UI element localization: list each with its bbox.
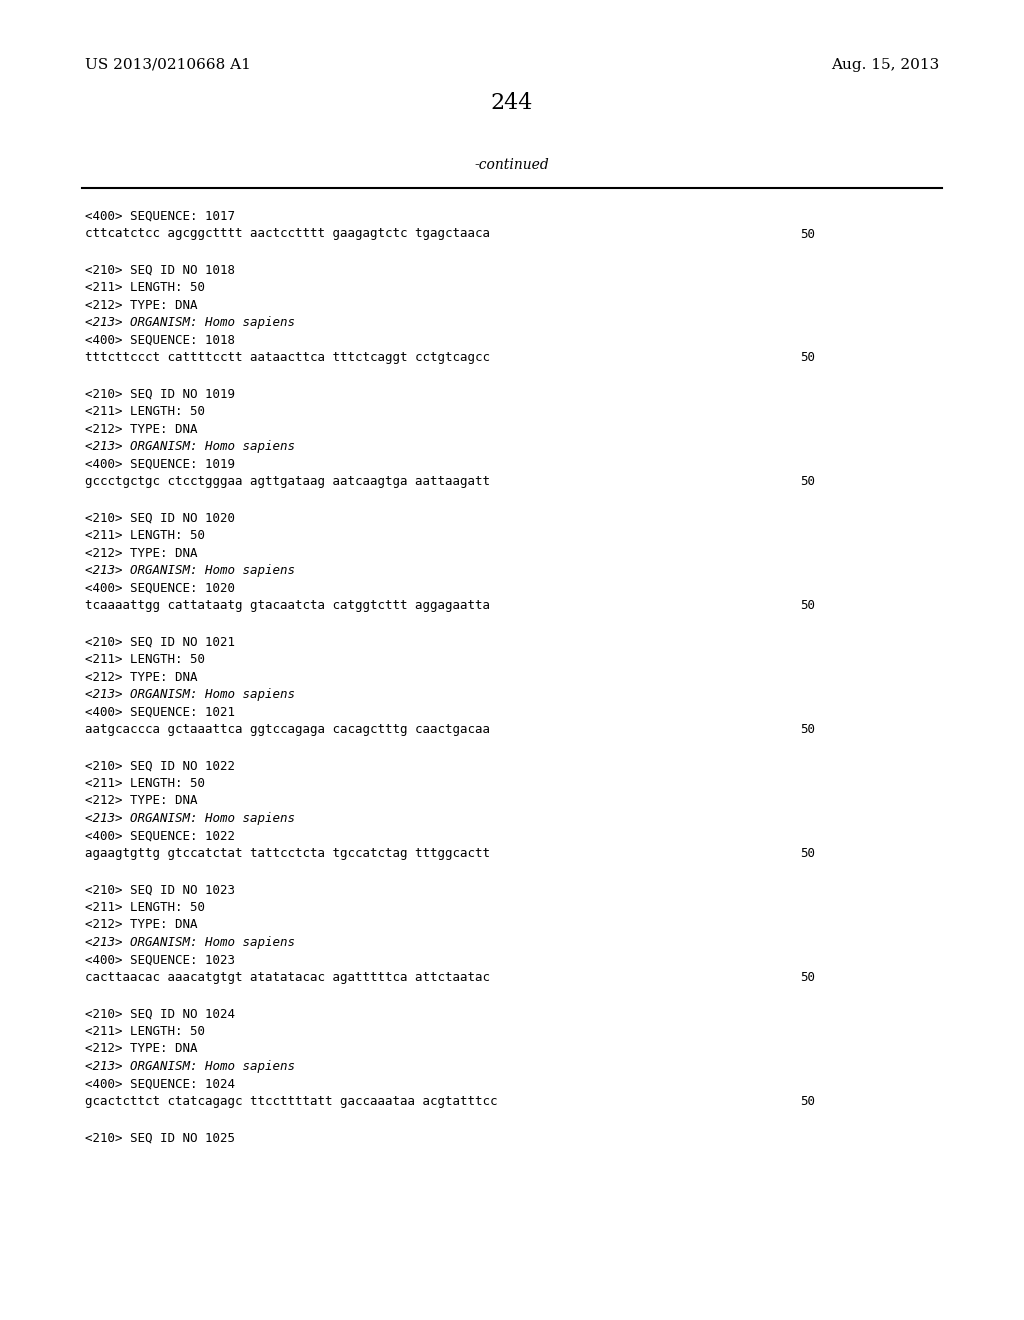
Text: <210> SEQ ID NO 1018: <210> SEQ ID NO 1018 [85, 264, 234, 277]
Text: <211> LENGTH: 50: <211> LENGTH: 50 [85, 653, 205, 667]
Text: <213> ORGANISM: Homo sapiens: <213> ORGANISM: Homo sapiens [85, 688, 295, 701]
Text: <400> SEQUENCE: 1023: <400> SEQUENCE: 1023 [85, 953, 234, 966]
Text: <210> SEQ ID NO 1022: <210> SEQ ID NO 1022 [85, 759, 234, 772]
Text: <211> LENGTH: 50: <211> LENGTH: 50 [85, 405, 205, 418]
Text: <213> ORGANISM: Homo sapiens: <213> ORGANISM: Homo sapiens [85, 564, 295, 577]
Text: agaagtgttg gtccatctat tattcctcta tgccatctag tttggcactt: agaagtgttg gtccatctat tattcctcta tgccatc… [85, 847, 490, 861]
Text: <212> TYPE: DNA: <212> TYPE: DNA [85, 422, 198, 436]
Text: 50: 50 [800, 475, 815, 488]
Text: <211> LENGTH: 50: <211> LENGTH: 50 [85, 281, 205, 294]
Text: 244: 244 [490, 92, 534, 114]
Text: <212> TYPE: DNA: <212> TYPE: DNA [85, 298, 198, 312]
Text: Aug. 15, 2013: Aug. 15, 2013 [830, 58, 939, 73]
Text: gcactcttct ctatcagagc ttccttttatt gaccaaataa acgtatttcc: gcactcttct ctatcagagc ttccttttatt gaccaa… [85, 1094, 498, 1107]
Text: cacttaacac aaacatgtgt atatatacac agatttttca attctaatac: cacttaacac aaacatgtgt atatatacac agatttt… [85, 972, 490, 983]
Text: <211> LENGTH: 50: <211> LENGTH: 50 [85, 777, 205, 789]
Text: <400> SEQUENCE: 1020: <400> SEQUENCE: 1020 [85, 582, 234, 595]
Text: <210> SEQ ID NO 1020: <210> SEQ ID NO 1020 [85, 512, 234, 524]
Text: <213> ORGANISM: Homo sapiens: <213> ORGANISM: Homo sapiens [85, 812, 295, 825]
Text: <213> ORGANISM: Homo sapiens: <213> ORGANISM: Homo sapiens [85, 441, 295, 453]
Text: 50: 50 [800, 723, 815, 737]
Text: <213> ORGANISM: Homo sapiens: <213> ORGANISM: Homo sapiens [85, 1060, 295, 1073]
Text: 50: 50 [800, 847, 815, 861]
Text: aatgcaccca gctaaattca ggtccagaga cacagctttg caactgacaa: aatgcaccca gctaaattca ggtccagaga cacagct… [85, 723, 490, 737]
Text: <400> SEQUENCE: 1022: <400> SEQUENCE: 1022 [85, 829, 234, 842]
Text: <212> TYPE: DNA: <212> TYPE: DNA [85, 1043, 198, 1055]
Text: <210> SEQ ID NO 1021: <210> SEQ ID NO 1021 [85, 636, 234, 648]
Text: <210> SEQ ID NO 1025: <210> SEQ ID NO 1025 [85, 1131, 234, 1144]
Text: <210> SEQ ID NO 1019: <210> SEQ ID NO 1019 [85, 388, 234, 401]
Text: tttcttccct cattttcctt aataacttca tttctcaggt cctgtcagcc: tttcttccct cattttcctt aataacttca tttctca… [85, 351, 490, 364]
Text: cttcatctcc agcggctttt aactcctttt gaagagtctc tgagctaaca: cttcatctcc agcggctttt aactcctttt gaagagt… [85, 227, 490, 240]
Text: gccctgctgc ctcctgggaa agttgataag aatcaagtga aattaagatt: gccctgctgc ctcctgggaa agttgataag aatcaag… [85, 475, 490, 488]
Text: <213> ORGANISM: Homo sapiens: <213> ORGANISM: Homo sapiens [85, 317, 295, 330]
Text: <212> TYPE: DNA: <212> TYPE: DNA [85, 919, 198, 932]
Text: <210> SEQ ID NO 1023: <210> SEQ ID NO 1023 [85, 883, 234, 896]
Text: <211> LENGTH: 50: <211> LENGTH: 50 [85, 900, 205, 913]
Text: <211> LENGTH: 50: <211> LENGTH: 50 [85, 1024, 205, 1038]
Text: <212> TYPE: DNA: <212> TYPE: DNA [85, 546, 198, 560]
Text: 50: 50 [800, 972, 815, 983]
Text: <211> LENGTH: 50: <211> LENGTH: 50 [85, 529, 205, 543]
Text: <400> SEQUENCE: 1018: <400> SEQUENCE: 1018 [85, 334, 234, 347]
Text: <400> SEQUENCE: 1021: <400> SEQUENCE: 1021 [85, 706, 234, 718]
Text: -continued: -continued [475, 158, 549, 172]
Text: 50: 50 [800, 351, 815, 364]
Text: <400> SEQUENCE: 1017: <400> SEQUENCE: 1017 [85, 210, 234, 223]
Text: <400> SEQUENCE: 1024: <400> SEQUENCE: 1024 [85, 1077, 234, 1090]
Text: 50: 50 [800, 599, 815, 612]
Text: <212> TYPE: DNA: <212> TYPE: DNA [85, 671, 198, 684]
Text: 50: 50 [800, 227, 815, 240]
Text: tcaaaattgg cattataatg gtacaatcta catggtcttt aggagaatta: tcaaaattgg cattataatg gtacaatcta catggtc… [85, 599, 490, 612]
Text: <210> SEQ ID NO 1024: <210> SEQ ID NO 1024 [85, 1007, 234, 1020]
Text: <400> SEQUENCE: 1019: <400> SEQUENCE: 1019 [85, 458, 234, 471]
Text: 50: 50 [800, 1094, 815, 1107]
Text: <213> ORGANISM: Homo sapiens: <213> ORGANISM: Homo sapiens [85, 936, 295, 949]
Text: US 2013/0210668 A1: US 2013/0210668 A1 [85, 58, 251, 73]
Text: <212> TYPE: DNA: <212> TYPE: DNA [85, 795, 198, 808]
